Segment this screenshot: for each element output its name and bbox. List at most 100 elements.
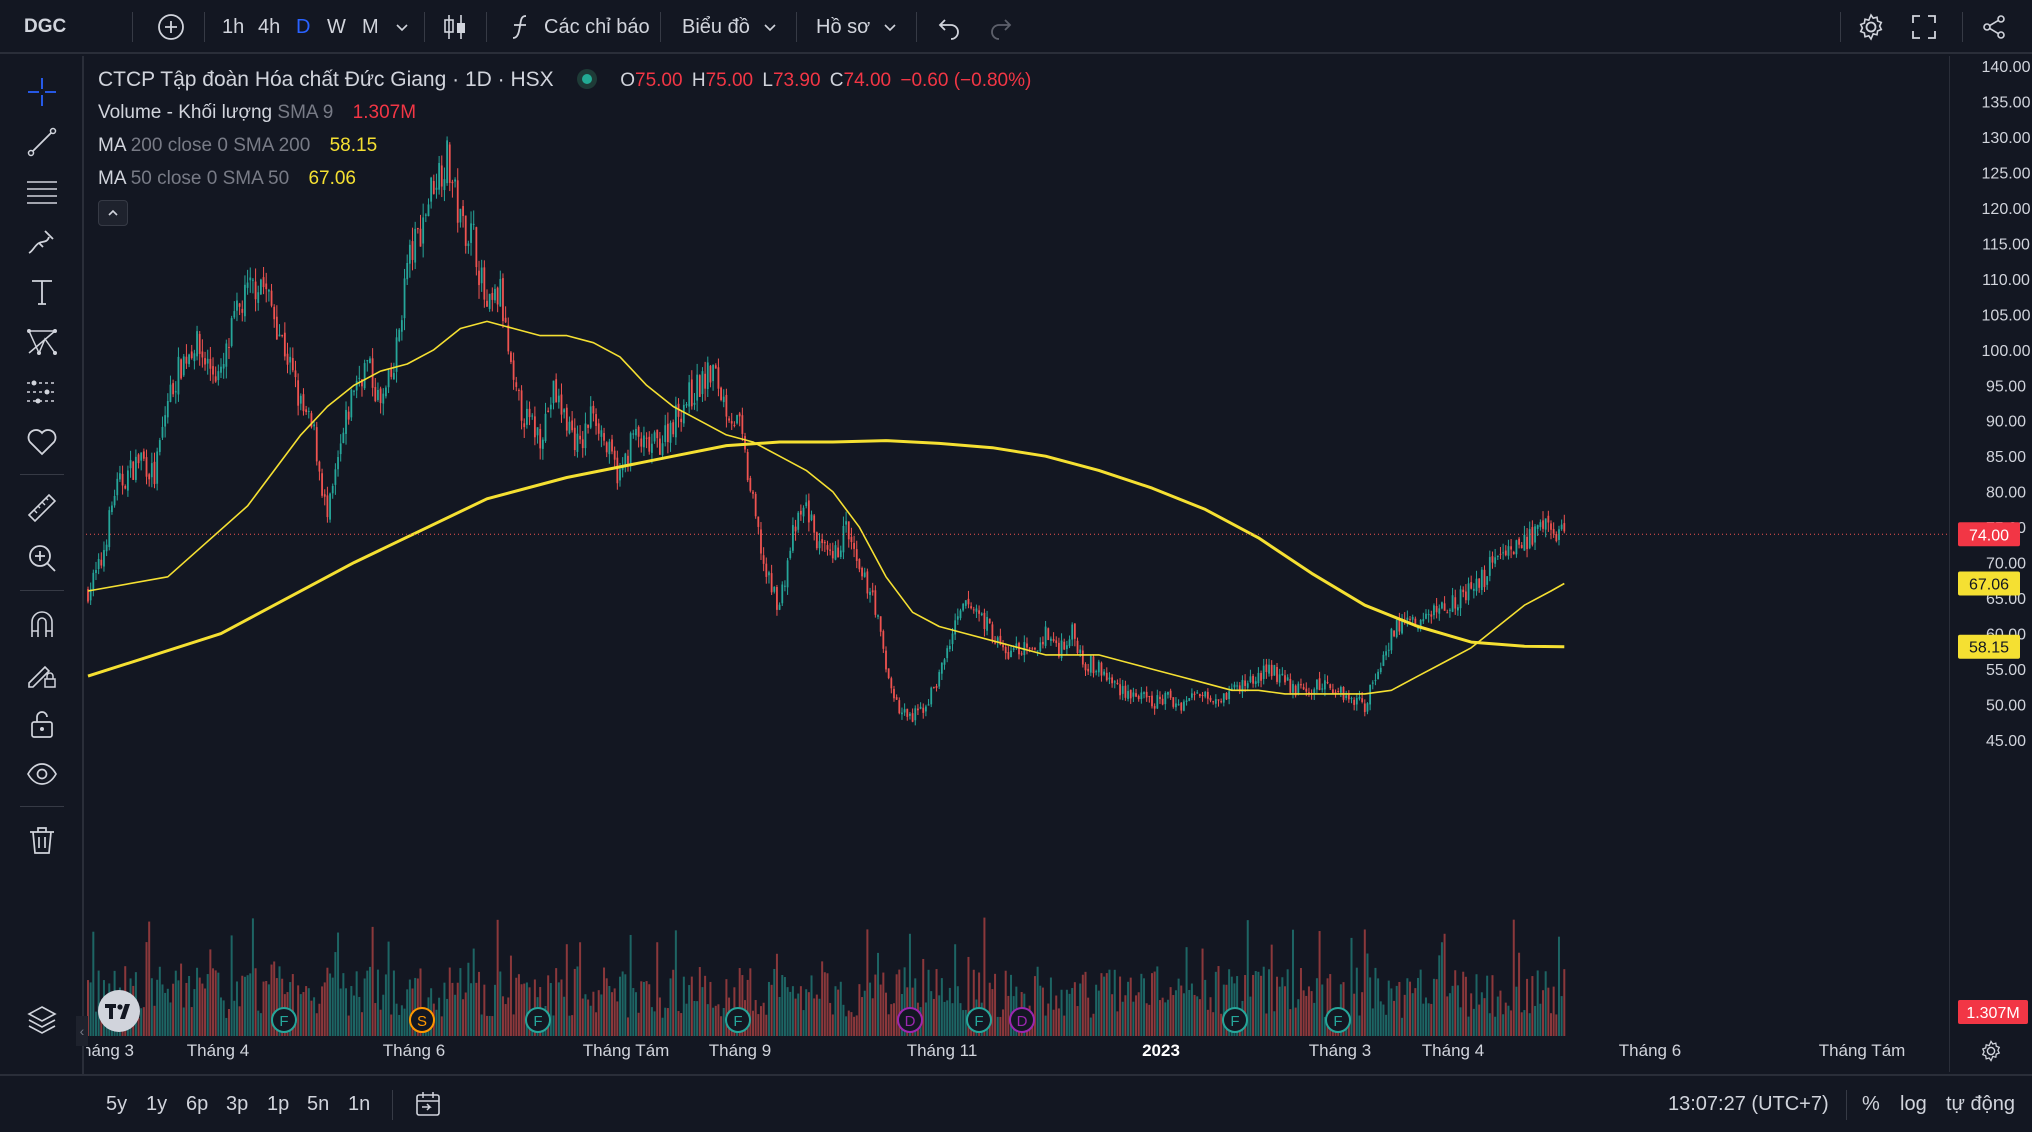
chart-type-menu[interactable]: Biểu đồ xyxy=(682,0,778,54)
volume-bar xyxy=(1153,971,1156,1036)
profile-menu[interactable]: Hồ sơ xyxy=(816,0,898,54)
legend-ma50-row[interactable]: MA 50 close 0 SMA 50 67.06 xyxy=(98,168,356,190)
volume-bar xyxy=(1310,991,1313,1036)
volume-bar xyxy=(1496,996,1499,1036)
candle-body xyxy=(728,418,730,421)
hide-tool[interactable] xyxy=(22,754,62,794)
price-axis[interactable]: 140.00 135.00 130.00 125.00 120.00 115.00 110.… xyxy=(1949,56,2032,1072)
lock-all-tool[interactable] xyxy=(22,704,62,744)
ruler-tool[interactable] xyxy=(22,488,62,528)
volume-bar xyxy=(190,1007,193,1036)
candle-body xyxy=(1183,701,1185,711)
range-1d[interactable]: 1n xyxy=(348,1092,371,1115)
price-axis-scale[interactable]: 140.00 135.00 130.00 125.00 120.00 115.00 110.… xyxy=(1950,56,2032,1072)
text-tool[interactable] xyxy=(22,272,62,312)
range-3m[interactable]: 3p xyxy=(226,1092,249,1115)
volume-bar xyxy=(345,988,348,1036)
goto-date-button[interactable] xyxy=(414,1076,442,1132)
share-button[interactable] xyxy=(1980,0,2008,54)
candle-body xyxy=(552,380,555,404)
brush-tool[interactable] xyxy=(22,222,62,262)
undo-button[interactable] xyxy=(936,0,962,54)
volume-bar xyxy=(680,1013,683,1036)
pattern-tool[interactable] xyxy=(22,322,62,362)
candle-body xyxy=(1050,638,1052,641)
candle-body xyxy=(307,411,310,413)
indicators-button[interactable]: Các chỉ báo xyxy=(508,0,650,54)
zoom-tool[interactable] xyxy=(22,538,62,578)
candle-body xyxy=(770,573,773,593)
interval-1h[interactable]: 1h xyxy=(222,15,245,38)
auto-scale-toggle[interactable]: tự động xyxy=(1946,1092,2015,1115)
range-5d[interactable]: 5n xyxy=(307,1092,330,1115)
range-5y[interactable]: 5y xyxy=(106,1092,128,1115)
candle-body xyxy=(374,387,377,402)
candle-body xyxy=(1393,630,1395,637)
volume-bar xyxy=(323,982,326,1036)
volume-bar xyxy=(717,1004,720,1036)
redo-button[interactable] xyxy=(988,0,1014,54)
range-1y[interactable]: 1y xyxy=(146,1092,168,1115)
candle-body xyxy=(161,426,164,438)
crosshair-tool[interactable] xyxy=(22,72,62,112)
volume-bar xyxy=(1363,929,1366,1036)
scroll-left-handle[interactable]: ‹ xyxy=(76,1016,88,1046)
legend-volume-row[interactable]: Volume - Khối lượng SMA 9 1.307M xyxy=(98,102,416,124)
candle-body xyxy=(611,439,613,452)
candle-body xyxy=(414,228,417,263)
candle-body xyxy=(339,443,342,455)
magnet-tool[interactable] xyxy=(22,604,62,644)
candle-body xyxy=(778,604,781,610)
volume-bar xyxy=(1265,1013,1268,1036)
candle-body xyxy=(629,433,632,465)
forecast-tool[interactable] xyxy=(22,372,62,412)
candle-body xyxy=(1526,536,1528,550)
fullscreen-button[interactable] xyxy=(1910,0,1938,54)
volume-bar xyxy=(331,977,334,1036)
candle-body xyxy=(355,380,358,391)
legend-ma200-row[interactable]: MA 200 close 0 SMA 200 58.15 xyxy=(98,135,377,157)
candle-body xyxy=(1002,644,1004,648)
volume-bar xyxy=(193,989,196,1036)
interval-m[interactable]: M xyxy=(362,15,379,38)
clock-timezone[interactable]: 13:07:27 (UTC+7) xyxy=(1668,1092,1829,1115)
candle-body xyxy=(709,365,712,383)
tradingview-logo[interactable] xyxy=(98,990,140,1032)
log-scale-toggle[interactable]: log xyxy=(1900,1092,1927,1115)
fib-tool[interactable] xyxy=(22,172,62,212)
settings-button[interactable] xyxy=(1856,0,1886,54)
range-1m[interactable]: 1p xyxy=(267,1092,290,1115)
volume-bar xyxy=(704,975,707,1036)
symbol-search[interactable]: DGC xyxy=(24,16,67,37)
candle-body xyxy=(499,278,502,307)
interval-d[interactable]: D xyxy=(296,15,311,38)
volume-bar xyxy=(1188,989,1191,1036)
trend-line-tool[interactable] xyxy=(22,122,62,162)
range-6m[interactable]: 6p xyxy=(186,1092,209,1115)
interval-4h[interactable]: 4h xyxy=(258,15,281,38)
volume-bar xyxy=(1190,983,1193,1036)
time-axis-settings-button[interactable] xyxy=(1974,1034,2008,1068)
favorites-tool[interactable] xyxy=(22,422,62,462)
legend-collapse-button[interactable] xyxy=(98,200,128,226)
candle-body xyxy=(480,267,483,284)
candle-body xyxy=(853,543,855,549)
time-axis-label: Tháng Tám xyxy=(1819,1041,1906,1060)
volume-bar xyxy=(810,975,813,1036)
object-tree-button[interactable] xyxy=(22,1000,62,1040)
candle-body xyxy=(1071,624,1074,640)
candle-body xyxy=(244,284,246,317)
candle-body xyxy=(459,208,462,223)
candles-style-button[interactable] xyxy=(442,0,468,54)
candle-body xyxy=(839,550,842,558)
interval-w[interactable]: W xyxy=(327,15,346,38)
interval-dropdown[interactable] xyxy=(394,0,410,54)
remove-drawings-tool[interactable] xyxy=(22,820,62,860)
compare-add-button[interactable] xyxy=(156,0,186,54)
lock-drawing-tool[interactable] xyxy=(22,654,62,694)
candle-body xyxy=(142,451,145,459)
volume-bar xyxy=(1103,976,1106,1036)
percent-scale-toggle[interactable]: % xyxy=(1862,1092,1880,1115)
